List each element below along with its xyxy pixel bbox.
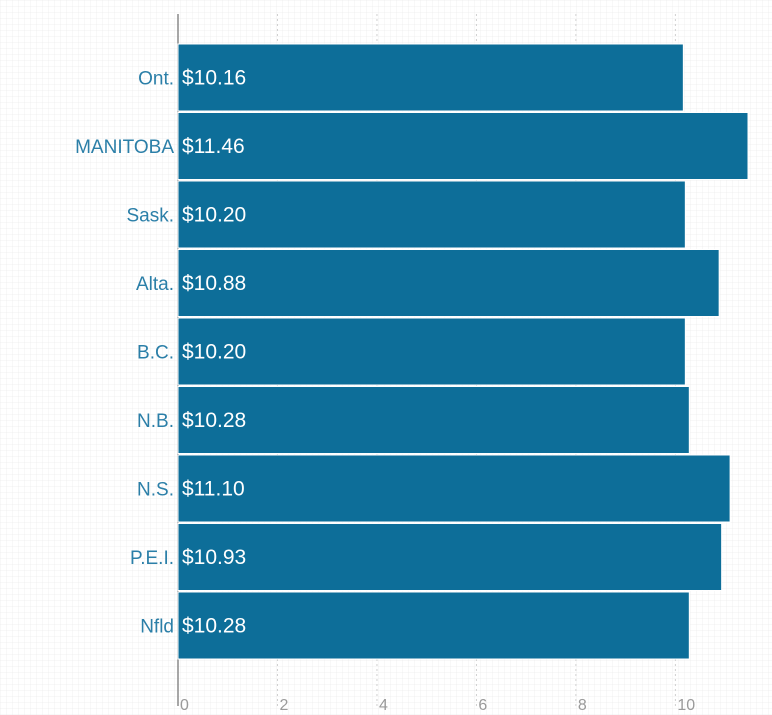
bar-value-label: $10.20: [182, 341, 246, 364]
bar-p-e-i: [177, 523, 723, 591]
category-label: B.C.: [137, 343, 174, 364]
x-tick-label: 8: [578, 697, 587, 714]
bar-value-label: $10.20: [182, 204, 246, 227]
bar-value-label: $11.46: [182, 135, 245, 158]
bar-b-c: [177, 317, 686, 386]
bar-value-label: $11.10: [182, 478, 245, 501]
category-label: Ont.: [138, 69, 174, 90]
bar-alta: [177, 249, 720, 317]
x-tick-label: 0: [180, 697, 189, 714]
bars: $10.16 Ont. $11.46 MANITOBA $10.20 Sask. $10.8…: [75, 43, 749, 660]
bar-value-label: $10.16: [182, 67, 246, 90]
bar-value-label: $10.93: [182, 546, 246, 569]
category-label: Nfld: [140, 617, 174, 638]
bar-value-label: $10.28: [182, 409, 246, 432]
bar-value-label: $10.28: [182, 615, 246, 638]
bar-n-s: [177, 454, 731, 523]
x-tick-label: 6: [478, 697, 487, 714]
category-label: N.B.: [137, 411, 174, 432]
category-label: P.E.I.: [130, 548, 174, 569]
x-tick-label: 2: [279, 697, 288, 714]
bar-nfld: [177, 591, 690, 660]
category-label: N.S.: [137, 480, 174, 501]
bar-sask: [177, 180, 686, 249]
bar-manitoba: [177, 112, 749, 180]
category-label: Sask.: [126, 206, 174, 227]
category-label: MANITOBA: [75, 137, 174, 158]
bar-n-b: [177, 386, 690, 454]
bar-value-label: $10.88: [182, 272, 246, 295]
x-tick-labels: 0 2 4 6 8 10: [180, 697, 695, 714]
x-tick-label: 10: [677, 697, 695, 714]
x-tick-label: 4: [379, 697, 388, 714]
category-label: Alta.: [136, 274, 174, 295]
bar-ont: [177, 43, 684, 112]
